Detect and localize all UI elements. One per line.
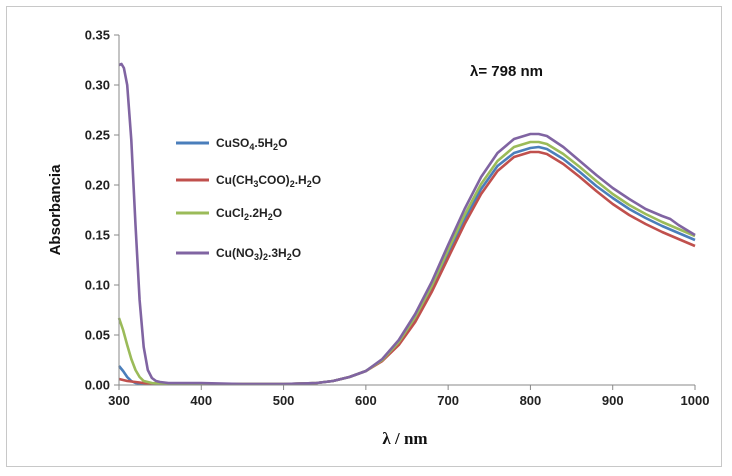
legend-label: Cu(NO3)2.3H2O	[216, 246, 301, 262]
x-tick-label: 400	[190, 393, 212, 408]
legend-label: CuSO4.5H2O	[216, 136, 287, 152]
y-tick-label: 0.25	[85, 128, 110, 143]
chart-frame	[6, 6, 722, 467]
legend-label: Cu(CH3COO)2.H2O	[216, 173, 321, 189]
x-tick-label: 700	[437, 393, 459, 408]
legend-label: CuCl2.2H2O	[216, 206, 282, 222]
y-tick-label: 0.10	[85, 278, 110, 293]
series-line-1	[117, 145, 696, 386]
tick-labels: 300 400 500 600 700 800 900 1000 0.00 0.05 0.10 0.1…	[85, 28, 710, 409]
y-tick-label: 0.30	[85, 78, 110, 93]
legend-item: Cu(NO3)2.3H2O	[176, 246, 301, 262]
legend-item: Cu(CH3COO)2.H2O	[176, 173, 321, 189]
x-tick-label: 800	[520, 393, 542, 408]
y-tick-label: 0.05	[85, 328, 110, 343]
y-tick-label: 0.00	[85, 378, 110, 393]
y-tick-label: 0.15	[85, 228, 110, 243]
legend-item: CuSO4.5H2O	[176, 136, 287, 152]
y-tick-label: 0.20	[85, 178, 110, 193]
x-tick-label: 900	[602, 393, 624, 408]
x-tick-label: 300	[108, 393, 130, 408]
peak-annotation: λ= 798 nm	[470, 63, 543, 80]
series-line-2	[118, 150, 696, 386]
y-tick-label: 0.35	[85, 28, 110, 43]
axes	[118, 35, 695, 386]
x-tick-label: 1000	[681, 393, 710, 408]
legend-item: CuCl2.2H2O	[176, 206, 282, 222]
series-line-3	[117, 140, 696, 386]
y-axis-title: Absorbancia	[47, 164, 64, 256]
plot-area	[117, 62, 696, 386]
x-axis-title: λ / nm	[382, 429, 427, 448]
x-tick-label: 500	[273, 393, 295, 408]
legend: CuSO4.5H2O Cu(CH3COO)2.H2O CuCl2.2H2O Cu(NO…	[176, 136, 321, 262]
x-tick-label: 600	[355, 393, 377, 408]
series-line-4	[118, 62, 696, 386]
